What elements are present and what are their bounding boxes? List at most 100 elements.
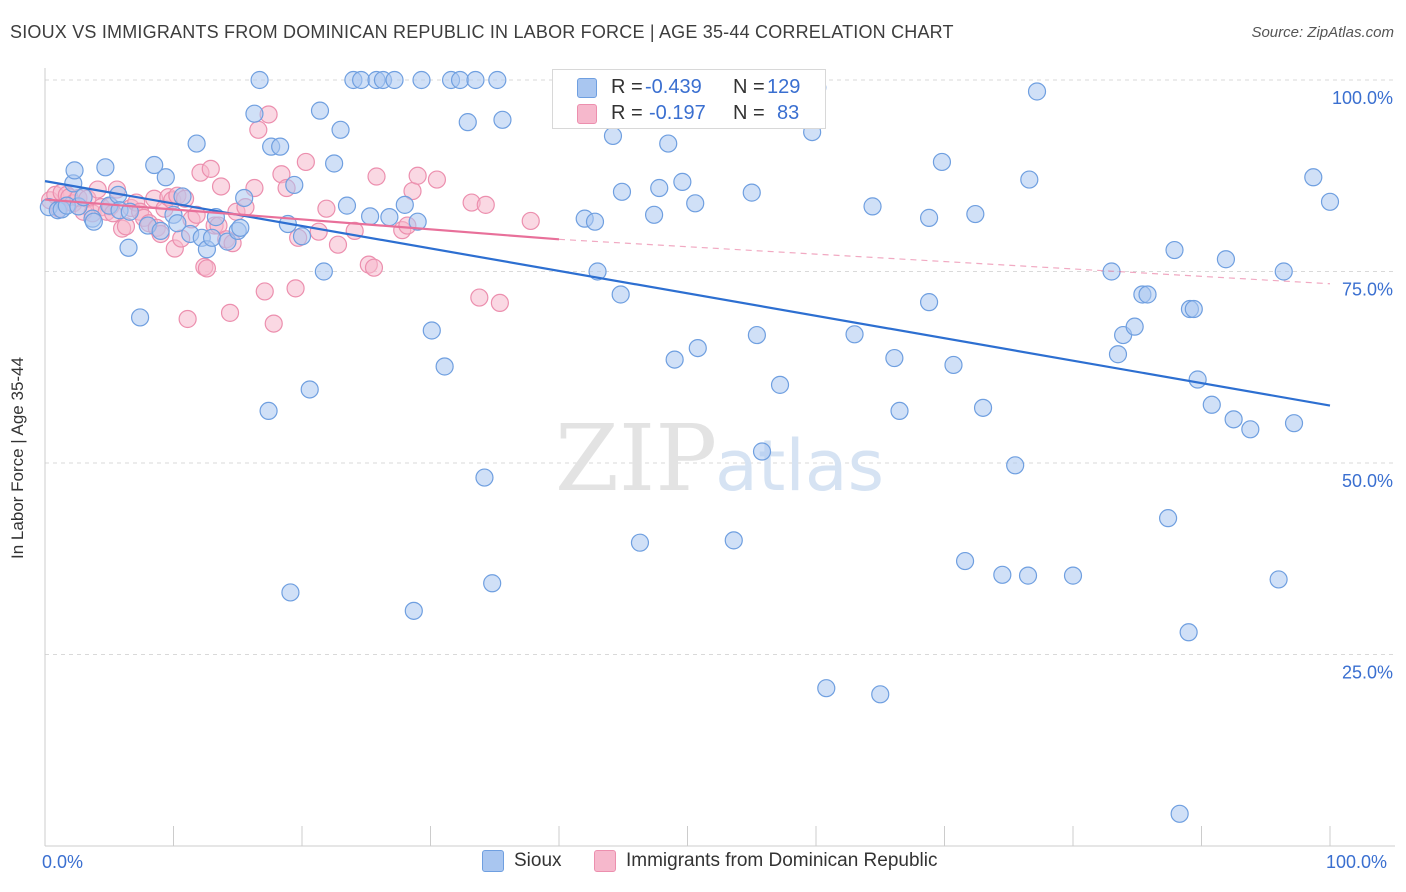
sioux-point bbox=[65, 161, 84, 180]
sioux-point bbox=[84, 212, 103, 231]
dominican-point bbox=[364, 258, 384, 277]
sioux-point bbox=[630, 533, 650, 552]
sioux-point bbox=[300, 380, 319, 399]
sioux-point bbox=[1138, 285, 1157, 304]
dominican-point bbox=[201, 159, 220, 178]
sioux-point bbox=[156, 168, 175, 187]
sioux-point bbox=[422, 321, 441, 340]
dominican-point bbox=[178, 309, 197, 329]
sioux-point bbox=[752, 442, 772, 461]
sioux-point bbox=[361, 207, 380, 226]
legend-swatch-sioux bbox=[482, 850, 504, 872]
y-tick-label-100: 100.0% bbox=[1332, 88, 1393, 108]
stats-row-sioux: R = -0.439 N = 129 bbox=[553, 74, 825, 100]
sioux-point bbox=[1269, 570, 1288, 589]
sioux-point bbox=[863, 197, 882, 216]
sioux-point bbox=[871, 685, 890, 704]
sioux-point bbox=[817, 679, 836, 698]
sioux-point bbox=[404, 601, 423, 620]
dominican-point bbox=[476, 195, 495, 214]
sioux-point bbox=[412, 70, 431, 90]
dominican-point bbox=[264, 314, 283, 333]
sioux-point bbox=[488, 70, 507, 90]
sioux-point bbox=[890, 401, 909, 421]
watermark-zip: ZIP bbox=[555, 405, 717, 512]
watermark: ZIP atlas bbox=[555, 405, 884, 512]
sioux-point bbox=[130, 308, 150, 327]
sioux-point bbox=[202, 228, 222, 247]
sioux-point bbox=[742, 183, 761, 202]
sioux-point bbox=[1284, 414, 1304, 433]
dominican-point bbox=[408, 166, 427, 185]
sioux-point bbox=[665, 350, 684, 369]
sioux-point bbox=[845, 325, 864, 344]
dominican-r-value: -0.197 bbox=[649, 102, 706, 124]
x-tick-label-max: 100.0% bbox=[1326, 852, 1388, 872]
sioux-point bbox=[1241, 420, 1260, 439]
sioux-point bbox=[973, 398, 993, 417]
sioux-point bbox=[966, 204, 985, 224]
y-axis-label: In Labor Force | Age 35-44 bbox=[8, 357, 27, 559]
dominican-point bbox=[470, 288, 489, 307]
sioux-point bbox=[310, 101, 330, 120]
x-tick-label-min: 0.0% bbox=[42, 852, 84, 872]
n-label: N = bbox=[733, 102, 765, 124]
sioux-point bbox=[919, 293, 939, 312]
sioux-point bbox=[1184, 299, 1203, 319]
dominican-swatch bbox=[577, 104, 597, 124]
dominican-point bbox=[255, 282, 274, 301]
sioux-point bbox=[673, 172, 692, 191]
sioux-point bbox=[395, 195, 414, 214]
sioux-points bbox=[39, 70, 1340, 823]
legend: Sioux Immigrants from Dominican Republic bbox=[0, 850, 1406, 880]
sioux-point bbox=[1158, 509, 1178, 528]
stats-row-dominican: R = -0.197 N = 83 bbox=[553, 100, 825, 126]
sioux-point bbox=[119, 238, 138, 257]
sioux-point bbox=[588, 262, 607, 281]
dominican-trend-extension bbox=[558, 238, 1331, 285]
sioux-point bbox=[1188, 370, 1207, 389]
sioux-point bbox=[380, 208, 399, 227]
sioux-point bbox=[1018, 566, 1038, 585]
stats-box: R = -0.439 N = 129 R = -0.197 N = 83 bbox=[552, 69, 826, 129]
sioux-point bbox=[483, 574, 502, 593]
dominican-point bbox=[197, 259, 217, 278]
dominican-n-value: 83 bbox=[777, 102, 800, 124]
dominican-point bbox=[249, 120, 268, 139]
sioux-point bbox=[281, 583, 300, 602]
sioux-point bbox=[475, 468, 494, 487]
sioux-point bbox=[493, 110, 512, 129]
dominican-point bbox=[309, 222, 328, 241]
sioux-point bbox=[747, 325, 766, 345]
dominican-point bbox=[211, 177, 231, 196]
sioux-n-value: 129 bbox=[767, 76, 801, 98]
sioux-point bbox=[231, 218, 250, 237]
sioux-point bbox=[1170, 804, 1189, 823]
sioux-point bbox=[151, 221, 170, 241]
sioux-point bbox=[331, 120, 350, 139]
trend-lines bbox=[44, 180, 1331, 407]
sioux-point bbox=[944, 355, 963, 375]
dominican-point bbox=[286, 279, 305, 298]
legend-label-sioux: Sioux bbox=[514, 850, 562, 871]
sioux-point bbox=[650, 178, 669, 198]
sioux-trend-line bbox=[44, 180, 1331, 407]
sioux-point bbox=[292, 227, 312, 246]
legend-item-dominican: Immigrants from Dominican Republic bbox=[594, 850, 938, 872]
sioux-point bbox=[250, 70, 269, 90]
dominican-point bbox=[367, 167, 386, 186]
sioux-point bbox=[1320, 192, 1340, 211]
sioux-point bbox=[259, 401, 278, 421]
sioux-point bbox=[271, 137, 290, 156]
watermark-atlas: atlas bbox=[715, 425, 884, 507]
sioux-point bbox=[325, 154, 344, 173]
dominican-point bbox=[328, 235, 348, 254]
sioux-point bbox=[1063, 566, 1083, 585]
sioux-point bbox=[919, 208, 939, 227]
legend-swatch-dominican bbox=[594, 850, 616, 872]
sioux-point bbox=[932, 152, 952, 172]
sioux-point bbox=[352, 70, 371, 90]
dominican-point bbox=[427, 170, 447, 189]
gridlines bbox=[45, 79, 1395, 655]
dominican-point bbox=[296, 152, 315, 172]
